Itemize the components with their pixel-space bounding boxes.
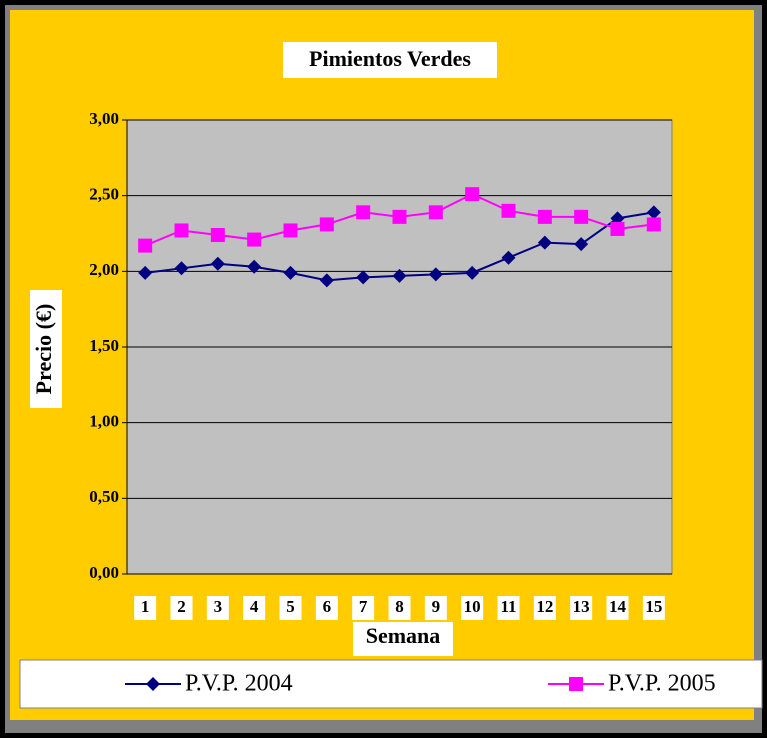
data-point (465, 187, 480, 202)
data-point (428, 205, 443, 220)
x-tick-label-box (388, 596, 411, 620)
x-tick-label: 9 (432, 597, 441, 616)
y-tick-label: 3,00 (89, 109, 119, 128)
data-point (210, 256, 225, 271)
data-point (646, 217, 661, 232)
x-tick-label-box (461, 596, 484, 620)
data-point (574, 237, 589, 252)
data-point (247, 232, 262, 247)
data-point (501, 250, 516, 265)
data-point (210, 228, 225, 243)
x-tick-label-box (315, 596, 338, 620)
x-tick-label-box (533, 596, 556, 620)
data-point (646, 205, 661, 220)
x-tick-label-box (170, 596, 193, 620)
data-point (174, 223, 189, 238)
y-tick-label: 0,00 (89, 563, 119, 582)
x-tick-label: 6 (323, 597, 332, 616)
data-point (392, 268, 407, 283)
data-point (537, 235, 552, 250)
x-tick-label-box (570, 596, 593, 620)
x-tick-label: 7 (359, 597, 368, 616)
data-point (501, 203, 516, 218)
data-point (319, 273, 334, 288)
x-tick-label: 13 (573, 597, 590, 616)
x-tick-label: 11 (500, 597, 516, 616)
y-tick-label: 2,50 (89, 185, 119, 204)
data-point (138, 265, 153, 280)
x-tick-label: 3 (214, 597, 223, 616)
data-point (283, 265, 298, 280)
data-point (247, 259, 262, 274)
data-point (465, 265, 480, 280)
y-axis-title: Precio (€) (31, 304, 56, 395)
x-tick-label: 12 (536, 597, 553, 616)
data-point (574, 209, 589, 224)
x-tick-label-box (497, 596, 520, 620)
x-tick-label: 14 (609, 597, 627, 616)
x-tick-label-box (243, 596, 266, 620)
legend-marker (569, 677, 583, 691)
legend-label: P.V.P. 2005 (608, 671, 716, 697)
title-box (283, 42, 497, 78)
x-tick-label-box (206, 596, 229, 620)
data-point (356, 205, 371, 220)
data-point (610, 211, 625, 226)
data-point (356, 270, 371, 285)
x-tick-label: 5 (286, 597, 295, 616)
x-tick-label: 1 (141, 597, 150, 616)
x-tick-label-box (134, 596, 157, 620)
data-point (392, 209, 407, 224)
data-point (610, 221, 625, 236)
x-tick-label-box (424, 596, 447, 620)
y-title-box (30, 290, 62, 408)
data-point (537, 209, 552, 224)
y-tick-label: 0,50 (89, 487, 119, 506)
x-title-box (353, 622, 453, 656)
x-tick-label-box (352, 596, 375, 620)
y-tick-label: 1,00 (89, 412, 119, 431)
legend-marker (146, 677, 160, 691)
data-point (138, 238, 153, 253)
legend-label: P.V.P. 2004 (185, 671, 293, 697)
y-tick-label: 1,50 (89, 336, 119, 355)
data-point (174, 261, 189, 276)
data-point (428, 267, 443, 282)
x-tick-label-box (606, 596, 629, 620)
x-tick-label: 15 (645, 597, 662, 616)
x-tick-label-box (642, 596, 665, 620)
x-tick-label-box (279, 596, 302, 620)
x-tick-label: 10 (464, 597, 481, 616)
x-tick-label: 8 (395, 597, 404, 616)
chart-title: Pimientos Verdes (309, 46, 471, 71)
x-tick-label: 4 (250, 597, 259, 616)
y-tick-label: 2,00 (89, 260, 119, 279)
x-axis-title: Semana (366, 623, 441, 648)
data-point (319, 217, 334, 232)
x-tick-label: 2 (177, 597, 186, 616)
data-point (283, 223, 298, 238)
